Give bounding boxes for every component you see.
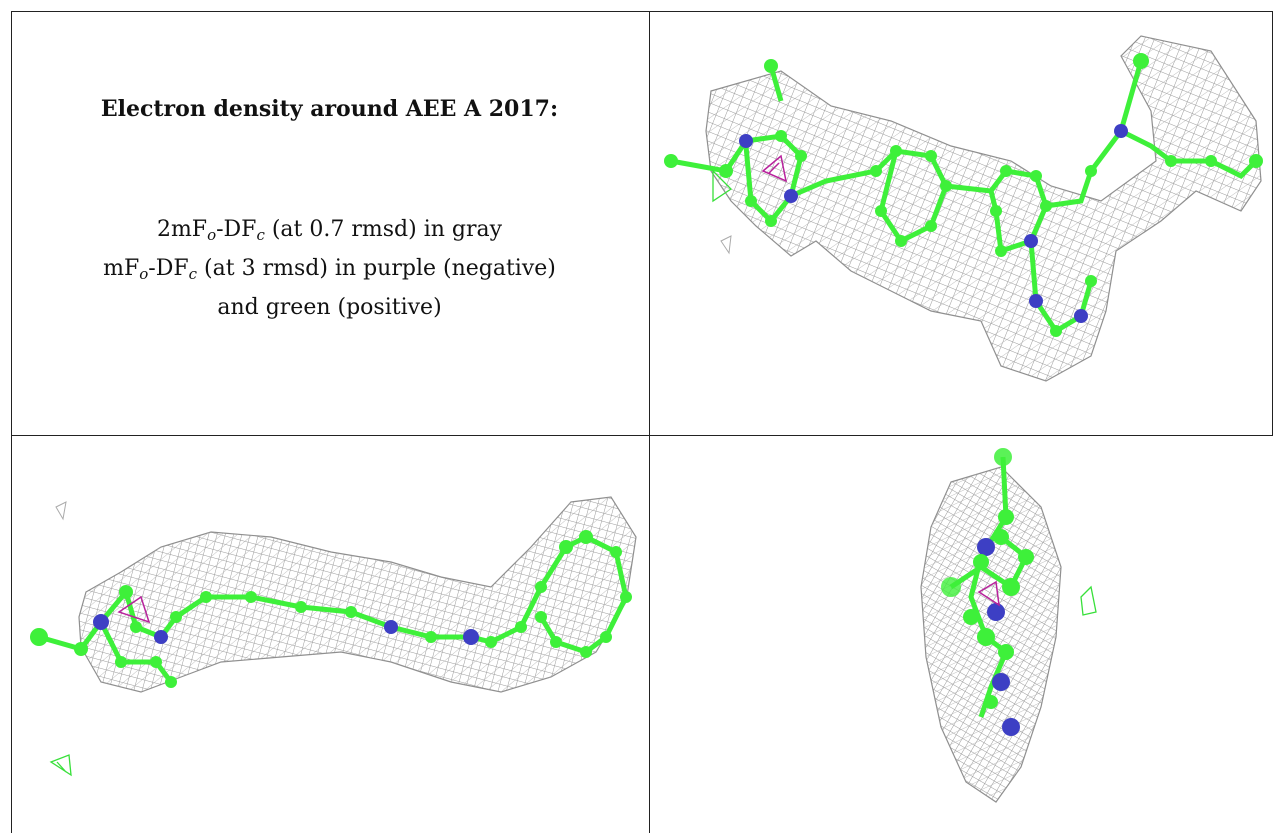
grid-divider-horizontal — [11, 435, 1273, 436]
positive-difference-density — [712, 169, 733, 203]
density-view-bottom-right — [651, 437, 1273, 833]
ligand-bonds — [670, 60, 1258, 335]
grid-border-right — [1272, 11, 1273, 435]
grid-border-top — [11, 11, 1273, 12]
caption-line-2: mFo-DFc (at 3 rmsd) in purple (negative) — [103, 256, 556, 283]
density-view-bottom-left — [11, 437, 648, 833]
negative-difference-density — [977, 580, 1000, 607]
density-render-bottom-left — [30, 496, 637, 777]
grid-border-left — [11, 11, 12, 833]
mesh-2mfo-dfc — [705, 35, 1262, 382]
caption-line-1: 2mFo-DFc (at 0.7 rmsd) in gray — [156, 217, 503, 244]
positive-difference-density — [49, 754, 72, 777]
ligand-atoms — [941, 448, 1034, 736]
caption-line-3: and green (positive) — [217, 295, 442, 320]
figure-grid: Electron density around AEE A 2017: 2mFo… — [11, 11, 1273, 833]
negative-difference-density — [761, 154, 788, 183]
density-render-bottom-right — [920, 448, 1097, 803]
density-view-top-right — [651, 11, 1273, 435]
mesh-2mfo-dfc — [78, 496, 637, 693]
density-render-top-right — [664, 35, 1263, 382]
ligand-atoms — [30, 530, 632, 688]
caption-title: Electron density around AEE A 2017: — [100, 96, 559, 122]
ligand-atoms — [664, 53, 1263, 337]
positive-difference-density — [1080, 585, 1097, 616]
negative-difference-density — [117, 595, 151, 624]
grid-divider-vertical — [649, 11, 650, 833]
caption-description: 2mFo-DFc (at 0.7 rmsd) in gray mFo-DFc (… — [11, 213, 648, 324]
caption-panel: Electron density around AEE A 2017: 2mFo… — [11, 11, 648, 435]
